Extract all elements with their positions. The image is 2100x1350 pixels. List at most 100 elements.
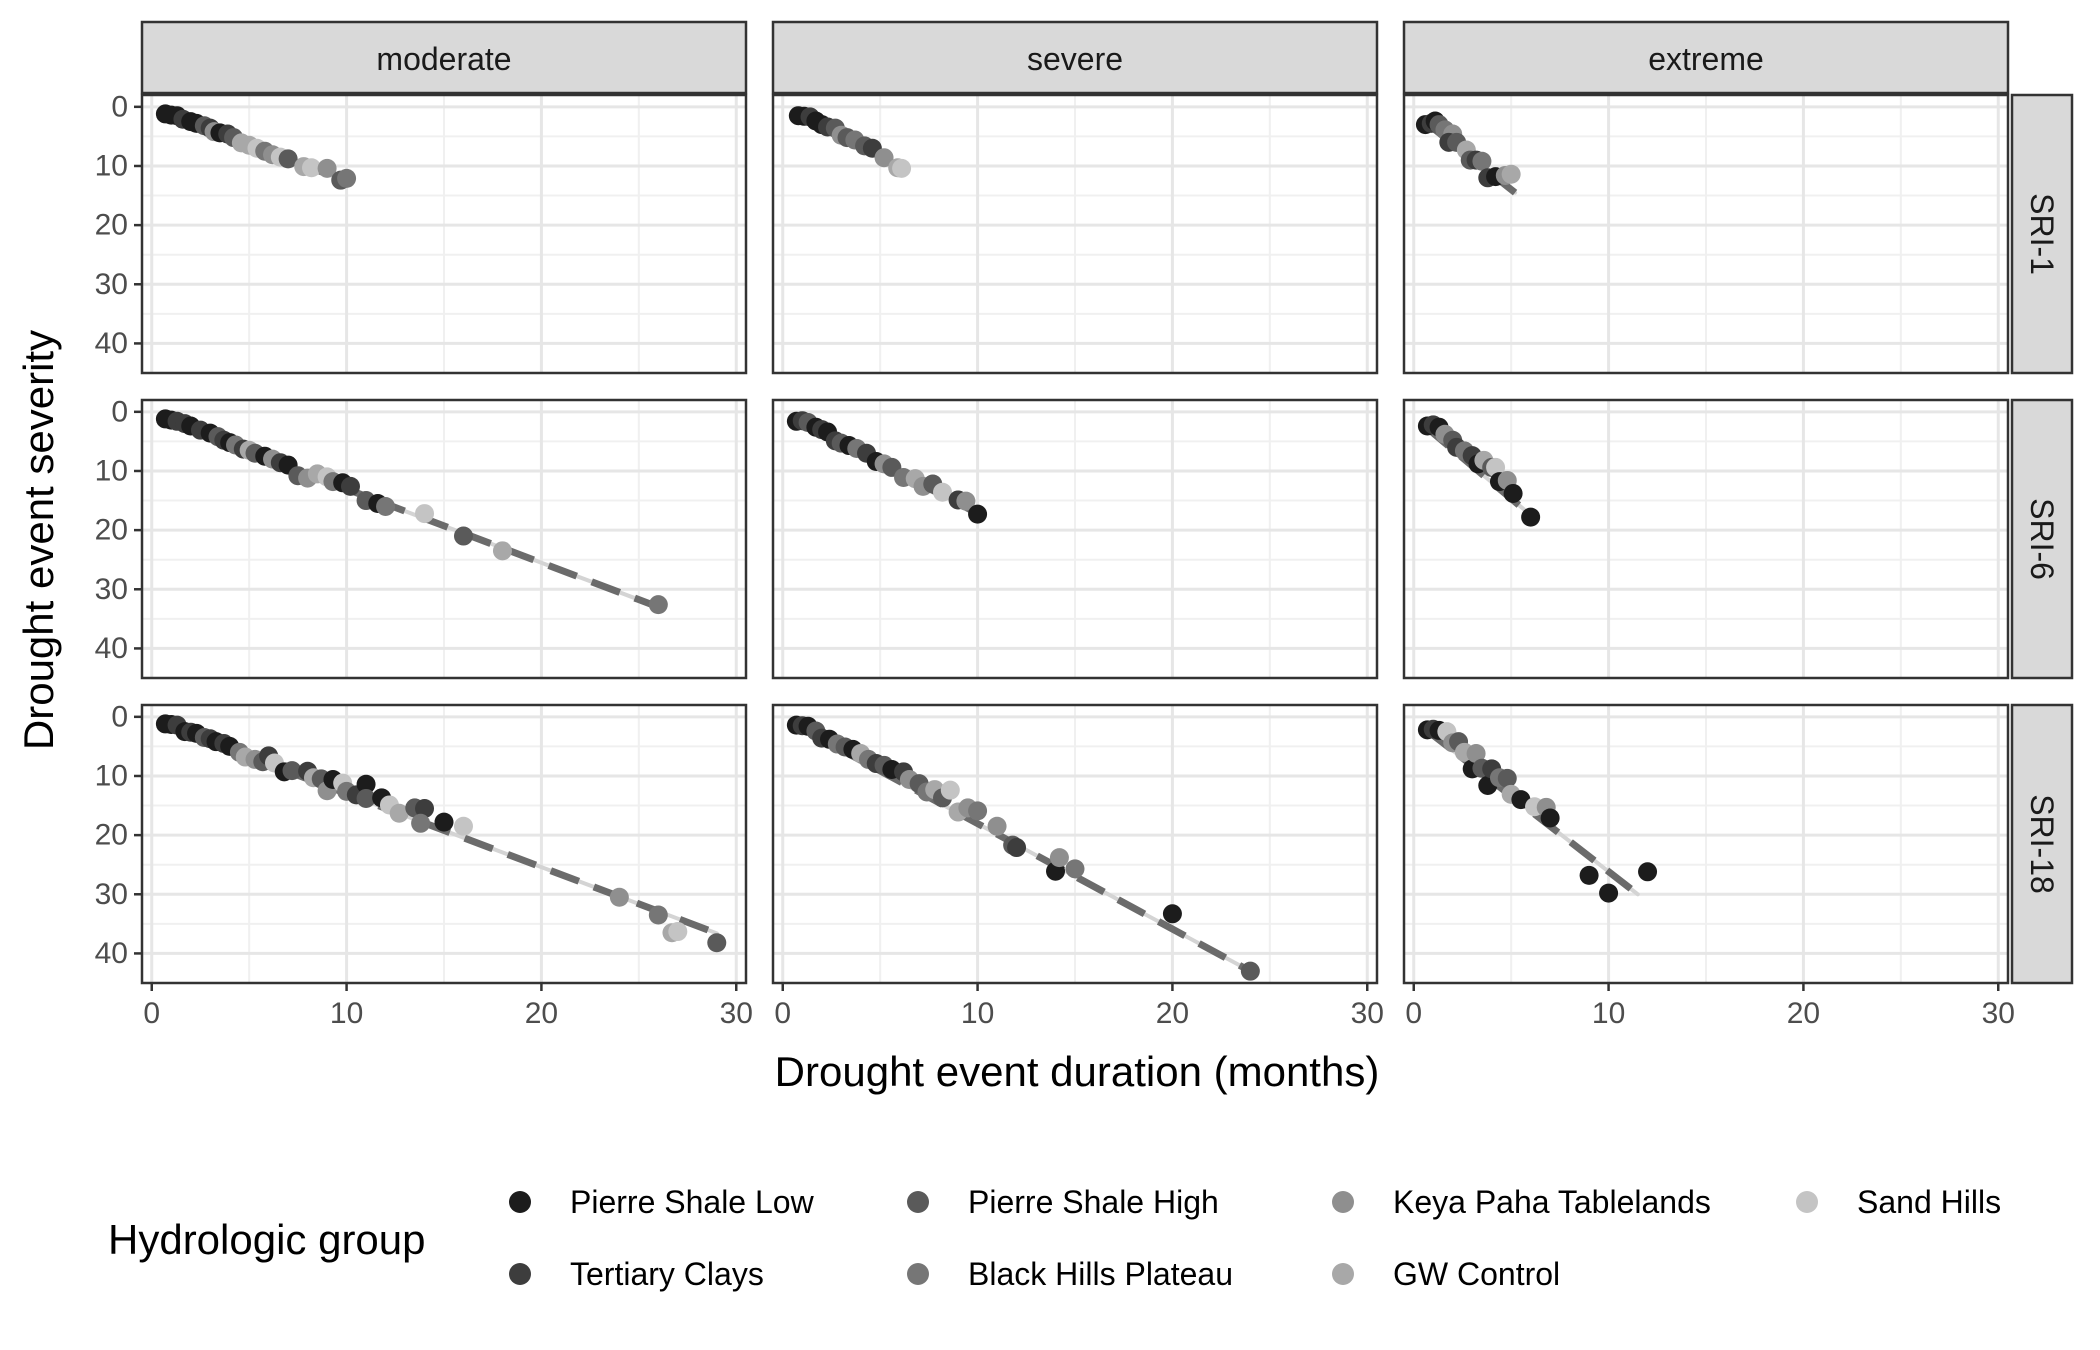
strip-label: moderate [376,41,511,77]
strip-label: SRI-1 [2024,193,2060,275]
data-point [1503,483,1523,503]
y-tick-label: 30 [95,878,128,911]
panel-border [771,703,1379,985]
data-point [389,803,409,823]
data-point [1497,768,1517,788]
data-point [340,476,360,496]
legend-key [907,1191,929,1213]
data-point [411,813,431,833]
x-tick-label: 0 [774,997,791,1030]
panel-border [1402,703,2010,985]
panel-SRI-6-extreme [1404,400,2008,678]
y-tick-label: 10 [95,149,128,182]
legend-label: Black Hills Plateau [968,1256,1233,1292]
row-strips: SRI-1 SRI-6 SRI-18 [2010,93,2074,985]
data-point [1638,862,1658,882]
legend-key [1332,1191,1354,1213]
x-tick-label: 30 [720,997,753,1030]
legend-key [509,1263,531,1285]
legend-label: Pierre Shale High [968,1184,1219,1220]
y-tick-label: 0 [111,700,128,733]
y-tick-label: 10 [95,454,128,487]
y-tick-label: 0 [111,395,128,428]
data-point [453,816,473,836]
legend-label: Pierre Shale Low [570,1184,815,1220]
strip-background [140,20,748,95]
data-point [1501,164,1521,184]
y-tick-label: 20 [95,819,128,852]
panel-marks-SRI-18-extreme [1417,719,1658,903]
strip-background [1402,20,2010,95]
fit-line [160,415,660,611]
legend-item: GW Control [1332,1256,1560,1292]
data-point [1065,859,1085,879]
data-point [1007,838,1027,858]
y-tick-label: 40 [95,632,128,665]
data-point [415,799,435,819]
data-point [1472,151,1492,171]
data-point [302,158,322,178]
data-point [668,922,688,942]
data-point [1466,744,1486,764]
data-point [609,887,629,907]
legend-label: Tertiary Clays [570,1256,764,1292]
data-point [376,496,396,516]
legend-key [907,1263,929,1285]
y-tick-label: 40 [95,937,128,970]
data-point [1579,865,1599,885]
data-point [1599,883,1619,903]
data-point [707,933,727,953]
legend-item: Tertiary Clays [509,1256,764,1292]
strip-SRI-6: SRI-6 [2010,398,2074,680]
legend-key [1796,1191,1818,1213]
y-tick-label: 10 [95,759,128,792]
x-tick-label: 20 [525,997,558,1030]
strip-label: SRI-6 [2024,498,2060,580]
panel-marks-SRI-6-extreme [1417,415,1541,527]
data-point [874,148,894,168]
panels-layer [140,93,2010,985]
data-point [492,541,512,561]
legend-item: Black Hills Plateau [907,1256,1233,1292]
legend-key [1332,1263,1354,1285]
panel-marks-SRI-1-moderate [155,104,357,190]
panel-marks-SRI-6-moderate [155,409,668,615]
y-tick-label: 30 [95,573,128,606]
panel-marks-SRI-1-severe [788,106,912,178]
x-tick-label: 20 [1787,997,1820,1030]
strip-severe: severe [771,20,1379,95]
data-point [933,482,953,502]
data-point [356,788,376,808]
panel-SRI-6-severe [773,400,1377,678]
x-tick-label: 30 [1982,997,2015,1030]
panel-border [140,93,748,375]
strip-label: severe [1027,41,1123,77]
legend-item: Sand Hills [1796,1184,2001,1220]
strip-moderate: moderate [140,20,748,95]
data-point [1240,961,1260,981]
x-tick-label: 30 [1351,997,1384,1030]
panel-SRI-18-severe [773,705,1377,983]
data-point [940,780,960,800]
legend-item: Keya Paha Tablelands [1332,1184,1711,1220]
data-point [987,816,1007,836]
y-tick-label: 20 [95,209,128,242]
legend-item: Pierre Shale Low [509,1184,815,1220]
data-point [956,491,976,511]
data-point [434,812,454,832]
legend: Hydrologic group Pierre Shale Low Tertiar… [108,1184,2001,1292]
strip-SRI-18: SRI-18 [2010,703,2074,985]
strip-SRI-1: SRI-1 [2010,93,2074,375]
panel-border [140,398,748,680]
legend-label: GW Control [1393,1256,1560,1292]
data-point [968,504,988,524]
column-strips: moderate severe extreme [140,20,2010,95]
strip-label: extreme [1648,41,1764,77]
legend-key [509,1191,531,1213]
x-tick-label: 10 [330,997,363,1030]
panel-border [771,398,1379,680]
data-point [337,168,357,188]
data-point [1049,848,1069,868]
panel-SRI-1-extreme [1404,95,2008,373]
data-point [317,158,337,178]
